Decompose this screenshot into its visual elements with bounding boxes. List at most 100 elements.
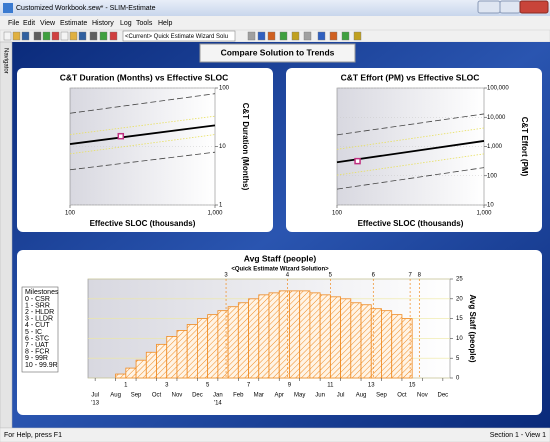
y-tick-label: 5 (456, 356, 460, 362)
toolbar-icon[interactable] (78, 31, 87, 41)
month-number: 13 (368, 383, 375, 389)
trend-line (69, 151, 216, 171)
toolbar-icon[interactable] (109, 31, 118, 41)
y-axis-label: Avg Staff (people) (468, 294, 477, 362)
banner[interactable] (199, 43, 356, 63)
toolbar-icon[interactable] (99, 31, 108, 41)
status-bar (0, 427, 550, 442)
toolbar-icon[interactable] (69, 31, 78, 41)
menu-item[interactable]: Help (158, 20, 173, 27)
milestone-label: 3 (224, 273, 228, 279)
toolbar-icon[interactable] (303, 31, 312, 41)
y-tick-label: 15 (456, 316, 463, 322)
toolbar-icon[interactable] (247, 31, 256, 41)
month-number: 5 (206, 383, 210, 389)
toolbar-icon[interactable] (42, 31, 51, 41)
staff-step (197, 318, 209, 379)
staff-step (207, 314, 219, 379)
staff-step (186, 324, 198, 379)
y-tick-label: 0 (456, 376, 460, 382)
trend-line (69, 124, 216, 145)
x-tick-label: Aug (110, 393, 121, 399)
toolbar-icon[interactable] (21, 31, 30, 41)
y-axis-label: C&T Effort (PM) (520, 117, 529, 177)
menu-bar (0, 16, 550, 30)
toolbar-icon[interactable] (353, 31, 362, 41)
trend-line (336, 140, 485, 164)
y-tick-label: 25 (456, 277, 463, 283)
legend-item: 8 - FCR (25, 349, 50, 356)
menu-item[interactable]: Estimate (60, 20, 87, 27)
solution-combo[interactable] (122, 30, 236, 42)
trend-line (69, 134, 216, 155)
staff-step (268, 292, 280, 379)
toolbar-icon[interactable] (60, 31, 69, 41)
staff-step (309, 292, 321, 379)
y-tick-label: 10 (219, 144, 226, 150)
legend-item: 2 - HLDR (25, 309, 54, 316)
milestone-label: 8 (418, 273, 422, 279)
legend-item: 7 - UAT (25, 342, 49, 349)
status-right: Section 1 - View 1 (490, 432, 546, 439)
staff-step (391, 314, 403, 379)
menu-item[interactable]: Edit (23, 20, 35, 27)
x-tick-label: Jun (315, 393, 325, 399)
y-tick-label: 10 (487, 203, 494, 209)
toolbar-icon[interactable] (33, 31, 42, 41)
toolbar-icon[interactable] (257, 31, 266, 41)
staff-step (258, 294, 270, 379)
menu-item[interactable]: Tools (136, 20, 153, 27)
status-left: For Help, press F1 (4, 432, 62, 439)
menu-item[interactable]: File (8, 20, 19, 27)
staff-step (278, 290, 290, 379)
month-number: 9 (288, 383, 292, 389)
x-tick-label: Oct (397, 393, 407, 399)
x-axis-label: Effective SLOC (thousands) (90, 219, 196, 228)
toolbar-icon[interactable] (89, 31, 98, 41)
toolbar-icon[interactable] (291, 31, 300, 41)
staff-step (350, 302, 362, 379)
x-tick-label: 100 (65, 211, 76, 217)
y-tick-label: 100 (487, 173, 498, 179)
menu-item[interactable]: Log (120, 20, 132, 27)
close-button[interactable] (519, 0, 549, 14)
toolbar-icon[interactable] (12, 31, 21, 41)
y-tick-label: 1 (219, 203, 223, 209)
toolbar-icon[interactable] (267, 31, 276, 41)
toolbar-icon[interactable] (3, 31, 12, 41)
staff-step (145, 351, 157, 379)
toolbar-icon[interactable] (317, 31, 326, 41)
trend-line (69, 115, 216, 135)
toolbar-icon[interactable] (279, 31, 288, 41)
x-tick-label: Apr (275, 393, 284, 399)
milestone-label: 6 (372, 273, 376, 279)
x-tick-label: Dec (438, 393, 449, 399)
staff-step (115, 373, 127, 379)
toolbar-icon[interactable] (341, 31, 350, 41)
staff-step (329, 296, 341, 379)
month-number: 11 (327, 383, 334, 389)
maximize-button[interactable] (499, 0, 521, 14)
minimize-button[interactable] (477, 0, 501, 14)
x-tick-label: Sep (376, 393, 387, 399)
legend-box (21, 286, 59, 373)
x-tick-label: Dec (192, 393, 203, 399)
menu-item[interactable]: History (92, 20, 114, 27)
x-tick-label: Oct (152, 393, 162, 399)
navigator-strip[interactable] (0, 41, 13, 429)
milestone-label: 4 (286, 273, 290, 279)
staff-step (227, 306, 239, 379)
staff-step (125, 367, 137, 379)
staff-step (248, 298, 260, 379)
x-tick-label: Jan (213, 393, 223, 399)
x-tick-label: Feb (233, 393, 244, 399)
y-tick-label: 20 (456, 296, 463, 302)
y-tick-label: 1,000 (487, 144, 503, 150)
legend-item: 4 - CUT (25, 322, 50, 329)
toolbar-icon[interactable] (329, 31, 338, 41)
staff-step (340, 298, 352, 379)
staff-step (217, 310, 229, 379)
menu-item[interactable]: View (40, 20, 56, 27)
toolbar-icon[interactable] (51, 31, 60, 41)
